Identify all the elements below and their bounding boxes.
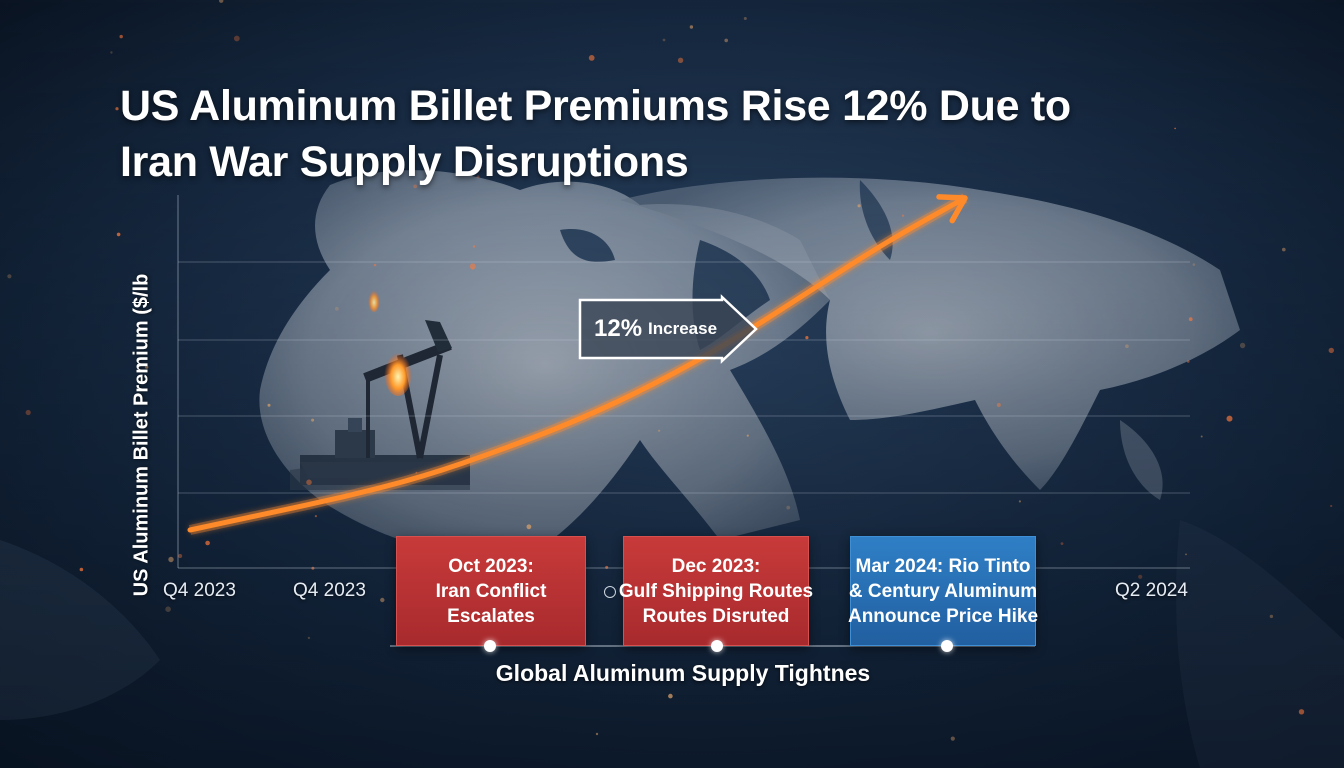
ember-dot [25,409,31,416]
ember-dot [7,274,12,279]
ember-dot [743,17,747,20]
event-3-line-2: & Century Aluminum [848,580,1038,602]
ember-dot [950,736,955,741]
callout-text: Increase [648,319,718,338]
ember-dot [1138,574,1143,579]
ember-dot [1174,127,1176,130]
ember-dot [605,565,609,569]
ember-dot [901,214,905,217]
ember-dot [857,204,861,208]
ember-dot [1188,317,1193,322]
event-3-line-3: Announce Price Hike [847,605,1039,627]
ember-dot [1060,542,1064,545]
event-1-line-1: Oct 2023: [448,555,534,577]
y-axis-label: US Aluminum Billet Premium ($/lb [130,273,153,597]
ember-dot [1187,360,1190,363]
ember-dot [595,732,599,736]
event-card-dec-2023: Dec 2023: Gulf Shipping Routes Routes Di… [619,536,813,646]
ember-dot [205,540,210,546]
ember-dot [165,606,171,612]
ember-dot [472,245,476,248]
ember-dot [805,336,809,340]
chart-title: US Aluminum Billet Premiums Rise 12% Due… [120,78,1270,190]
ember-dot [786,505,791,510]
ember-dot [119,34,123,39]
chart-title-line-1: US Aluminum Billet Premiums Rise 12% Due… [120,82,1071,130]
ember-dot [1298,709,1305,715]
event-3-line-1: Mar 2024: Rio Tinto [855,555,1031,577]
increase-callout: 12% Increase [580,300,728,358]
ember-dot [1269,614,1274,619]
ember-dot [658,429,661,432]
event-2-line-1: Dec 2023: [671,555,761,577]
ember-dot [1125,344,1129,349]
ember-dot [311,566,315,570]
ember-dot [476,175,480,179]
ember-dot [307,636,311,640]
ember-dot [168,556,174,563]
chart-title-line-2: Iran War Supply Disruptions [120,138,689,186]
ember-dot [469,263,476,270]
ember-dot [1330,504,1333,508]
ember-dot [588,55,595,61]
ember-dot [139,309,143,313]
event-2-line-2: Gulf Shipping Routes [618,580,814,602]
ember-dot [373,263,377,267]
ember-dot [178,553,183,559]
ember-dot [1185,553,1187,556]
ember-dot [724,38,728,43]
ember-dot [662,38,666,42]
ember-dot [997,99,1000,103]
x-tick-label-3: Q2 2024 [1115,580,1188,601]
callout-value: 12% [594,315,643,342]
ember-dot [115,107,119,111]
event-card-oct-2023: Oct 2023: Iran Conflict Escalates [396,536,586,646]
ember-dot [306,479,312,486]
timeline-ring-marker [604,586,616,598]
ember-dot [413,184,418,189]
ember-dot [1239,342,1246,349]
ember-dot [219,0,224,3]
timeline-marker-dec-2023 [711,640,723,652]
ember-dot [996,403,1001,407]
ember-dot [267,403,271,407]
trend-arrowhead [936,194,968,224]
ember-dot [380,597,385,603]
ember-dot [746,434,749,437]
event-2-line-3: Routes Disruted [642,605,790,627]
ember-dot [144,365,149,369]
ember-dot [116,232,121,237]
ember-dot [110,51,113,54]
ember-dot [677,57,684,63]
ember-dot [79,567,84,572]
ember-dot [335,306,339,311]
ember-particles [7,0,1335,741]
ember-dot [526,524,532,530]
callout-arrow-icon [578,294,758,364]
ember-dot [233,35,240,42]
ember-dot [314,515,317,518]
ember-dot [668,693,673,699]
event-card-mar-2024: Mar 2024: Rio Tinto & Century Aluminum A… [847,536,1039,646]
ember-dot [311,418,315,422]
timeline-marker-mar-2024 [941,640,953,652]
timeline-caption: Global Aluminum Supply Tightnes [495,660,871,686]
trend-line-path [187,195,968,533]
event-1-line-2: Iran Conflict [435,580,547,602]
x-tick-label-1: Q4 2023 [163,580,236,601]
event-1-line-3: Escalates [447,605,535,627]
ember-dot [1200,435,1203,438]
timeline-marker-oct-2023 [484,640,496,652]
trend-line [187,193,968,535]
ember-dot [1226,415,1233,422]
ember-dot [1328,347,1335,354]
x-tick-label-2: Q4 2023 [293,580,366,601]
ember-dot [1192,263,1196,266]
ember-dot [1282,247,1286,252]
ember-dot [689,25,694,29]
ember-dot [1018,500,1022,503]
